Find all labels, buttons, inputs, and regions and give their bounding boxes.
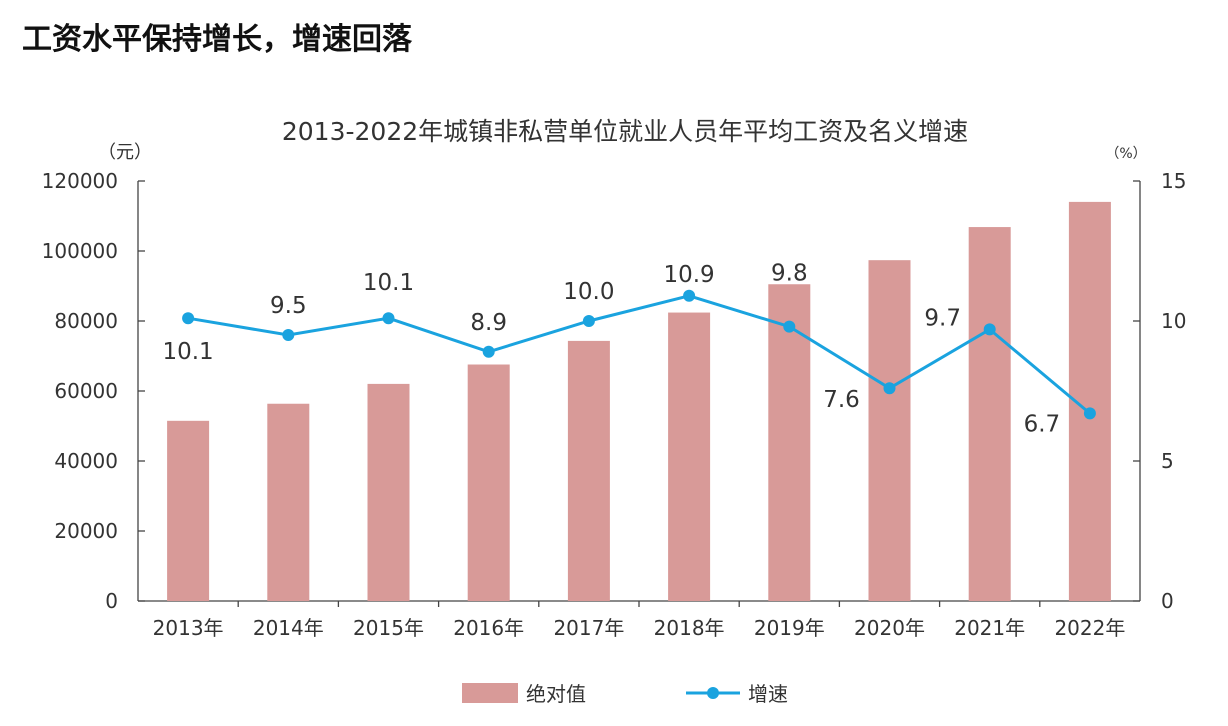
- legend-bar-label: 绝对值: [526, 682, 586, 706]
- legend-line-label: 增速: [748, 682, 788, 706]
- bar: [768, 284, 811, 601]
- growth-point: [582, 315, 595, 327]
- right-tick-label: 15: [1161, 169, 1186, 193]
- bar: [267, 403, 310, 601]
- bar: [467, 364, 510, 601]
- growth-point: [182, 312, 195, 325]
- growth-line: [187, 294, 1091, 415]
- growth-data-label: 9.7: [924, 305, 961, 331]
- left-tick-label: 0: [105, 589, 118, 613]
- growth-data-label: 10.1: [363, 270, 414, 296]
- left-tick-label: 80000: [54, 309, 118, 333]
- category-label: 2014年: [253, 616, 324, 640]
- bar: [668, 312, 711, 601]
- category-label: 2015年: [353, 616, 424, 640]
- category-label: 2013年: [153, 616, 224, 640]
- category-label: 2020年: [854, 616, 925, 640]
- left-tick-label: 100000: [42, 239, 118, 263]
- growth-data-label: 10.9: [663, 262, 714, 288]
- growth-point: [1083, 407, 1096, 420]
- left-axis-unit: （元）: [98, 142, 152, 163]
- bar: [367, 383, 410, 601]
- left-tick-label: 120000: [42, 169, 118, 193]
- growth-point: [983, 323, 996, 336]
- left-tick-label: 40000: [54, 449, 118, 473]
- bar: [167, 420, 210, 601]
- growth-data-label: 8.9: [470, 310, 507, 336]
- bar: [868, 260, 911, 601]
- legend: 绝对值 增速: [462, 682, 788, 706]
- bar-series: [167, 201, 1111, 601]
- right-axis-unit: （%）: [1105, 146, 1146, 162]
- growth-point: [482, 345, 495, 358]
- axes: 0 20000 40000 60000 80000 100000 120000 0 5 10 15 2…: [42, 169, 1187, 640]
- growth-point: [683, 289, 696, 302]
- right-tick-label: 10: [1161, 309, 1186, 333]
- right-tick-label: 5: [1161, 449, 1174, 473]
- bar: [968, 227, 1011, 601]
- growth-data-label: 10.0: [563, 279, 614, 305]
- chart-title: 2013-2022年城镇非私营单位就业人员年平均工资及名义增速: [282, 117, 968, 146]
- category-label: 2017年: [553, 616, 624, 640]
- page-heading: 工资水平保持增长，增速回落: [22, 22, 412, 57]
- right-tick-label: 0: [1161, 589, 1174, 613]
- growth-data-label: 6.7: [1024, 411, 1061, 437]
- growth-point: [282, 329, 295, 341]
- category-label: 2016年: [453, 616, 524, 640]
- bar: [567, 340, 610, 601]
- category-label: 2022年: [1054, 616, 1125, 640]
- left-tick-label: 20000: [54, 519, 118, 543]
- growth-point: [883, 382, 896, 395]
- growth-point: [783, 320, 796, 333]
- category-label: 2018年: [654, 616, 725, 640]
- category-label: 2021年: [954, 616, 1025, 640]
- growth-data-label: 7.6: [823, 387, 860, 413]
- growth-point: [382, 312, 395, 325]
- growth-data-label: 9.5: [270, 293, 307, 319]
- growth-data-label: 9.8: [771, 261, 808, 287]
- legend-line-marker: [707, 687, 719, 699]
- growth-data-label: 10.1: [162, 339, 213, 365]
- category-label: 2019年: [754, 616, 825, 640]
- legend-bar-swatch: [462, 683, 518, 703]
- line-series: 10.1 9.5 10.1 8.9 10.0 10.9 9.8 7.6 9.7 6.7: [162, 261, 1096, 437]
- left-tick-label: 60000: [54, 379, 118, 403]
